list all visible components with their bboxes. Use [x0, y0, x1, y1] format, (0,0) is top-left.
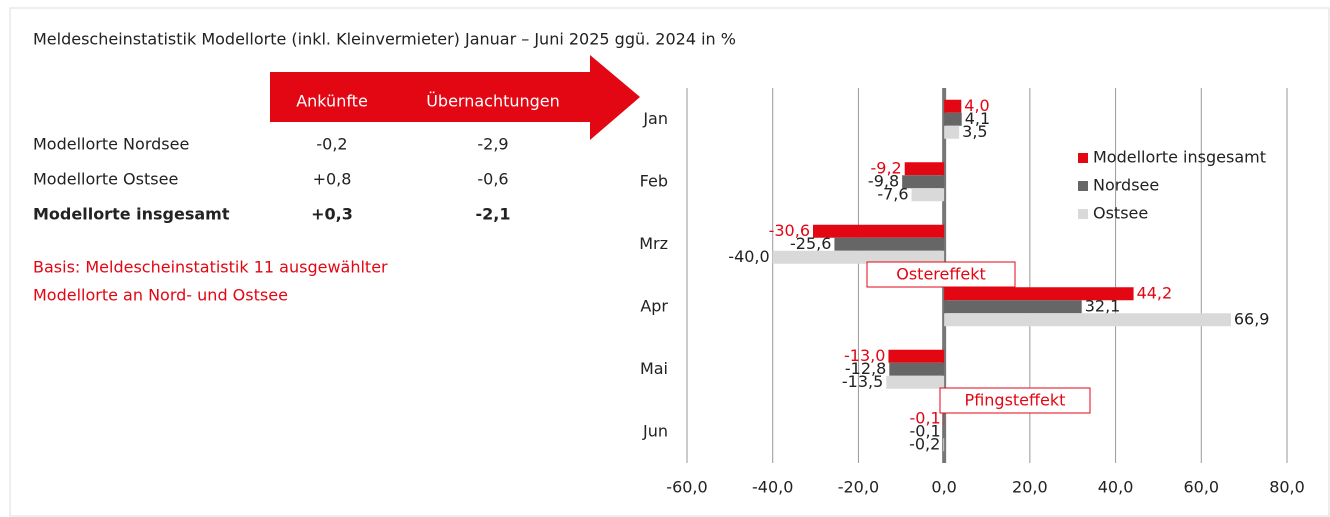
y-tick-label: Mai [640, 359, 668, 378]
value-label: -9,2 [870, 158, 901, 177]
annotation-box [866, 261, 1016, 288]
legend-swatch [1078, 209, 1088, 219]
value-label: -7,6 [877, 184, 908, 203]
cell: -2,1 [476, 205, 511, 224]
value-label: -25,6 [790, 234, 831, 253]
y-tick-label: Jan [642, 109, 668, 128]
value-label: -0,1 [909, 421, 940, 440]
x-tick-label: 60,0 [1183, 478, 1219, 497]
bar [944, 313, 1231, 327]
x-tick-label: 20,0 [1012, 478, 1048, 497]
value-label: -30,6 [769, 221, 810, 240]
annotation: Ostereffekt [896, 265, 986, 284]
bar [889, 362, 945, 376]
bar [944, 112, 962, 126]
y-tick-label: Apr [640, 296, 668, 315]
note: Modellorte an Nord- und Ostsee [33, 286, 288, 305]
cell: -2,9 [477, 135, 508, 154]
table-header: Übernachtungen [426, 92, 560, 111]
header-arrow [270, 55, 640, 140]
legend-label: Modellorte insgesamt [1093, 148, 1266, 167]
row-label: Modellorte Nordsee [33, 135, 189, 154]
y-tick-label: Jun [642, 421, 668, 440]
y-tick-label: Mrz [639, 234, 668, 253]
bar [911, 188, 945, 202]
bar [944, 99, 962, 113]
bar [888, 349, 945, 363]
x-tick-label: 0,0 [931, 478, 956, 497]
table-header: Ankünfte [296, 92, 368, 111]
frame [9, 7, 1330, 517]
value-label: 4,1 [965, 109, 990, 128]
value-label: -13,0 [844, 346, 885, 365]
value-label: -12,8 [845, 359, 886, 378]
value-label: -40,0 [728, 247, 769, 266]
bar [944, 300, 1082, 314]
value-label: 4,0 [964, 96, 989, 115]
x-tick-label: -20,0 [838, 478, 879, 497]
value-label: -0,1 [909, 408, 940, 427]
row-label: Modellorte insgesamt [33, 205, 230, 224]
row-label: Modellorte Ostsee [33, 170, 178, 189]
value-label: 44,2 [1137, 283, 1173, 302]
x-tick-label: 80,0 [1269, 478, 1305, 497]
legend-swatch [1078, 153, 1088, 163]
value-label: -13,5 [842, 372, 883, 391]
value-label: 32,1 [1085, 296, 1121, 315]
x-tick-label: -40,0 [752, 478, 793, 497]
legend-label: Ostsee [1093, 204, 1148, 223]
cell: +0,8 [313, 170, 352, 189]
bar [904, 162, 945, 176]
bar [886, 375, 945, 389]
cell: +0,3 [311, 205, 353, 224]
value-label: -9,8 [868, 171, 899, 190]
bar [943, 438, 945, 452]
annotation: Pfingsteffekt [965, 391, 1066, 410]
value-label: 66,9 [1234, 309, 1270, 328]
legend-label: Nordsee [1093, 176, 1159, 195]
cell: -0,2 [316, 135, 347, 154]
value-label: -0,2 [909, 434, 940, 453]
bar [772, 250, 945, 264]
legend-swatch [1078, 181, 1088, 191]
note: Basis: Meldescheinstatistik 11 ausgewähl… [33, 258, 388, 277]
bar [944, 125, 960, 139]
x-tick-label: 40,0 [1098, 478, 1134, 497]
bar [813, 224, 945, 238]
cell: -0,6 [477, 170, 508, 189]
bar [944, 287, 1134, 301]
chart-title: Meldescheinstatistik Modellorte (inkl. K… [33, 30, 736, 49]
y-tick-label: Feb [640, 171, 668, 190]
value-label: 3,5 [962, 122, 987, 141]
bar [834, 237, 945, 251]
annotation-box [939, 387, 1091, 414]
bar [902, 175, 945, 189]
x-tick-label: -60,0 [666, 478, 707, 497]
